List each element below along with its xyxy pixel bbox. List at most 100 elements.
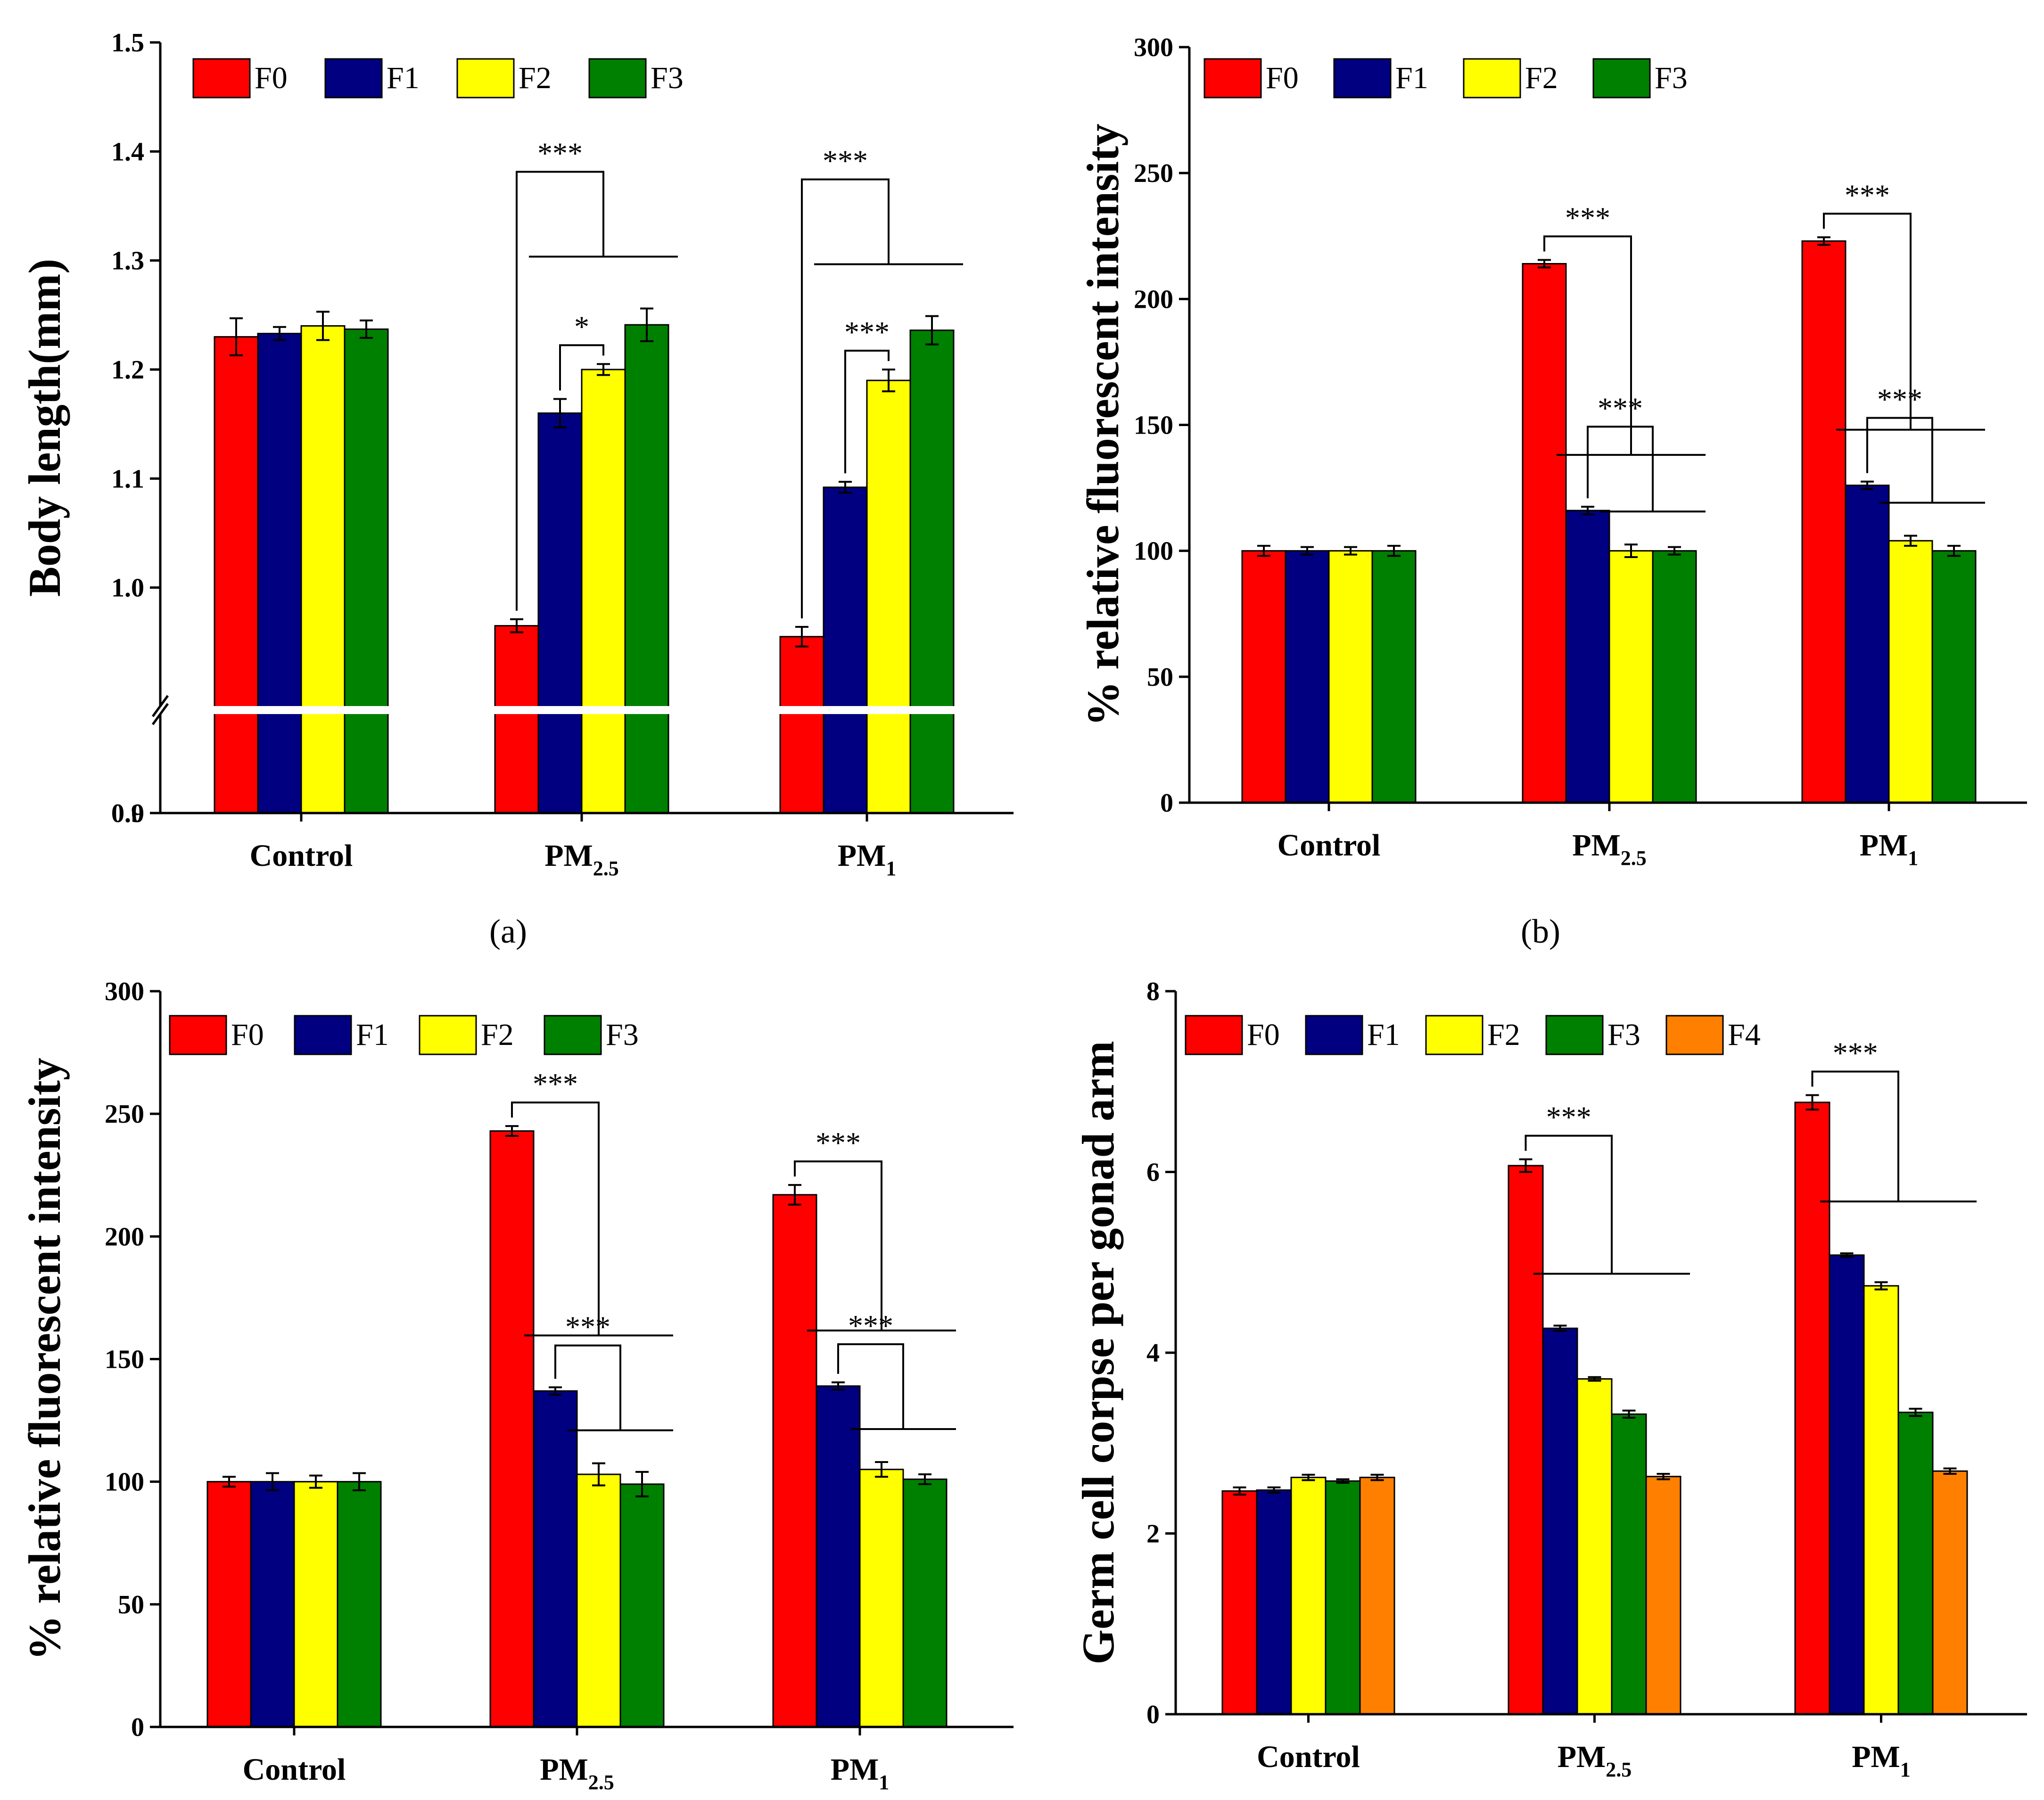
bar-F3-2 [909,329,955,814]
bar-F4-2 [1932,1470,1968,1715]
error-bar-F1-0 [1267,1486,1281,1494]
bar-F2-2 [866,379,911,814]
legend-label-F1: F1 [387,61,420,95]
error-bar-F1-0 [1301,546,1314,556]
significance-label: *** [816,1126,861,1159]
error-bar-F4-1 [1657,1472,1670,1480]
category-label: Control [1257,1740,1360,1774]
significance-label: *** [1877,383,1922,416]
legend-swatch-F2 [1463,58,1521,99]
bar-F0-1 [494,625,539,814]
legend-label-F3: F3 [606,1018,639,1052]
error-bar-F0-0 [1257,544,1270,557]
bar-F0-2 [779,636,824,814]
significance-label: *** [1833,1036,1878,1070]
bar-F3-0 [1371,550,1417,804]
y-tick-label: 150 [105,1345,144,1374]
error-bar-F2-2 [1874,1281,1888,1290]
y-tick-label: 150 [1134,411,1173,440]
bar-F2-2 [859,1469,904,1728]
chart-a: 0.00.9 1.0 1.1 1.2 1.3 1.4 1.5 Control PM2.5 PM1 B… [19,28,1014,880]
y-tick-label: 0 [1160,789,1173,818]
significance-bracket [516,171,604,611]
bar-F1-2 [816,1385,861,1728]
bar-F3-0 [1325,1480,1361,1715]
error-bar-F1-2 [839,481,852,494]
legend-swatch-F1 [1333,58,1392,99]
error-bar-F3-1 [1622,1409,1636,1419]
legend-swatch-F0 [1203,58,1262,99]
legend-swatch-F1 [294,1015,352,1055]
y-tick-label: 300 [1134,33,1173,62]
error-bar-F2-1 [597,363,610,376]
legend-label-F3: F3 [1607,1018,1640,1052]
error-bar-F4-2 [1943,1467,1957,1475]
significance-bracket [1543,235,1632,455]
y-tick-label: 8 [1146,977,1160,1006]
bar-F0-2 [1801,240,1846,804]
legend-swatch-F3 [1545,1015,1604,1055]
category-label: Control [1278,828,1381,863]
error-bar-F2-1 [592,1462,605,1487]
significance-bracket [1811,1070,1899,1202]
significance-label: *** [1565,201,1610,235]
category-subscript: 2.5 [1621,847,1647,870]
error-bar-F3-2 [918,1473,931,1485]
bar-F1-2 [1829,1254,1865,1715]
bar-F0-2 [1794,1101,1830,1715]
legend-swatch-F0 [192,58,251,99]
y-tick-label: 1.5 [111,28,144,58]
legend-label-F2: F2 [481,1018,514,1052]
error-bar-F2-2 [882,369,895,393]
bar-F2-0 [300,325,346,814]
legend-label-F3: F3 [651,61,684,95]
error-bar-F0-1 [1519,1158,1533,1173]
category-label: PM1 [1852,1740,1911,1781]
y-tick-label: 50 [1147,663,1173,692]
error-bar-F0-1 [510,618,523,633]
y-tick-label: 4 [1146,1339,1160,1368]
legend-swatch-F3 [588,58,647,99]
significance-label: * [574,310,589,343]
y-tick-label: 100 [105,1468,144,1497]
bar-F3-2 [1897,1412,1934,1715]
category-label: Control [250,838,353,873]
error-bar-F3-2 [1947,544,1961,557]
bar-F1-2 [823,486,868,814]
bar-F0-0 [214,336,259,814]
legend-swatch-F0 [169,1015,227,1055]
significance-label: *** [565,1310,610,1344]
legend-label-F2: F2 [1525,61,1558,95]
y-axis-title: % relative fluorescent intensity [19,1058,70,1660]
chart-d: 0 2 4 6 8 Control PM2.5 PM1 Germ cell corpse per… [1073,977,2027,1781]
y-tick-label: 6 [1146,1158,1160,1187]
bar-F0-0 [1241,550,1286,804]
legend-label-F0: F0 [231,1018,264,1052]
bar-F2-2 [1888,540,1933,804]
legend-swatch-F2 [1425,1015,1484,1055]
bar-F2-0 [1290,1477,1327,1715]
error-bar-F3-1 [1668,546,1681,556]
error-bar-F2-1 [1588,1376,1601,1382]
category-subscript: 1 [886,857,896,880]
bar-F3-1 [1611,1413,1647,1715]
y-tick-label: 300 [105,977,144,1006]
bar-F0-0 [1221,1490,1258,1715]
bar-F0-0 [206,1481,252,1728]
category-label: PM1 [831,1752,890,1794]
bar-F2-1 [1608,550,1654,804]
error-bar-F3-2 [1909,1407,1922,1417]
significance-bracket [801,178,890,618]
legend-swatch-F3 [544,1015,602,1055]
legend-label-F1: F1 [1395,61,1428,95]
significance-bracket [511,1101,600,1336]
significance-bracket [554,1344,621,1430]
error-bar-F0-2 [1817,236,1830,246]
error-bar-F1-0 [273,326,286,341]
significance-bracket [837,1343,904,1430]
category-subscript: 2.5 [1606,1758,1632,1781]
category-label: PM2.5 [1558,1740,1632,1781]
error-bar-F0-0 [1233,1486,1246,1496]
y-tick-label: 200 [105,1222,144,1251]
